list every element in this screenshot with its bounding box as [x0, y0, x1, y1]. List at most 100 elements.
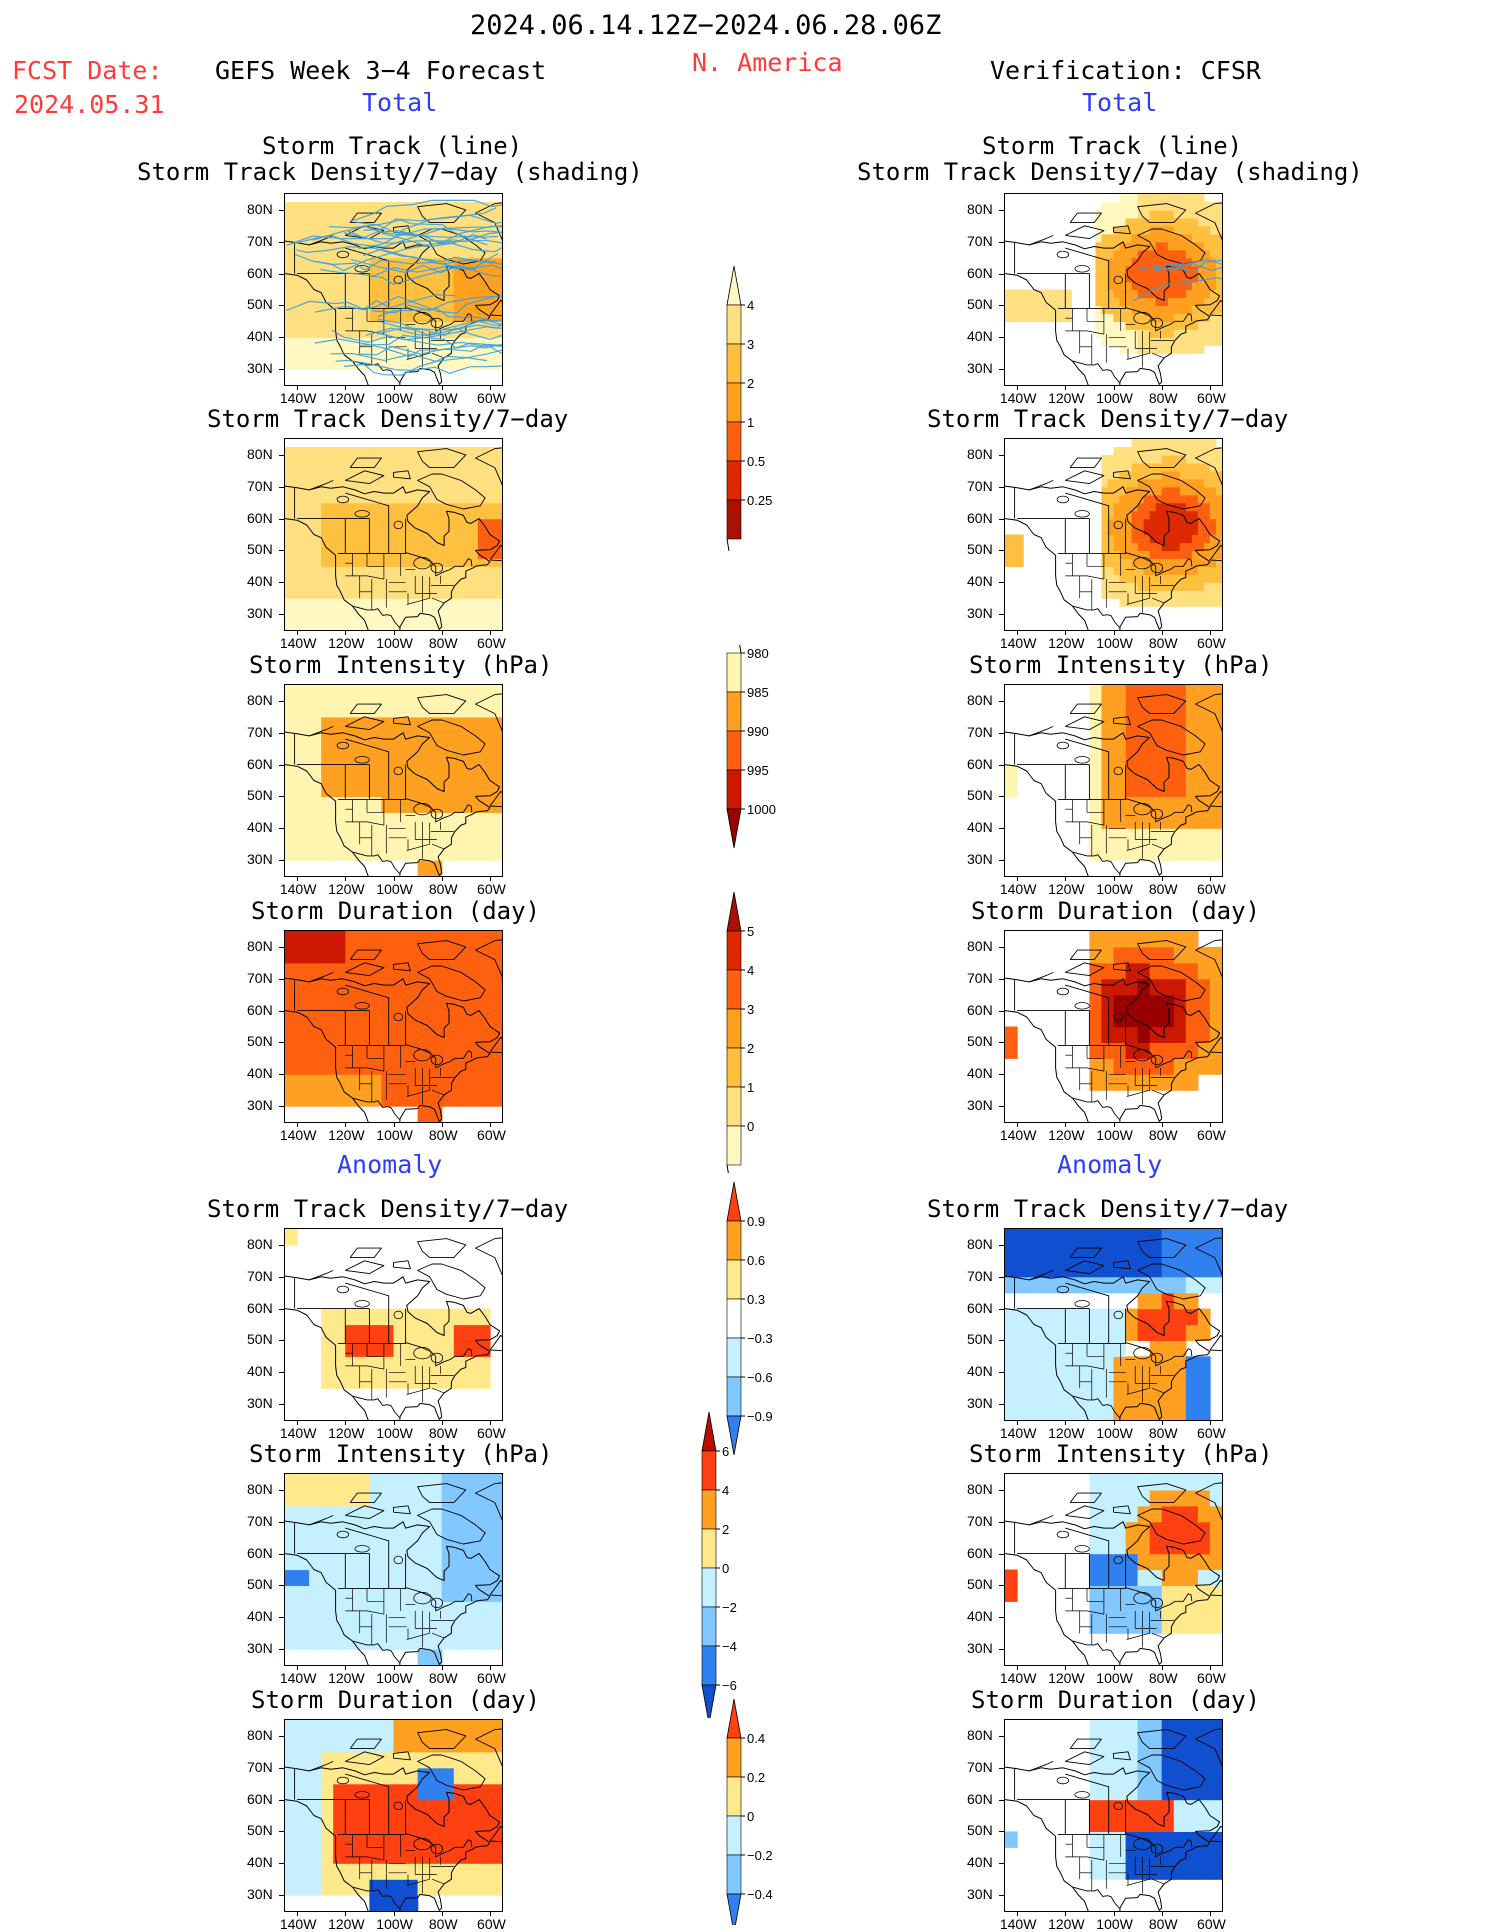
shade-cell — [478, 1474, 491, 1491]
shade-cell — [1174, 979, 1187, 996]
shade-cell — [285, 543, 292, 552]
lon-tick-mark — [345, 876, 346, 881]
shade-cell — [1162, 519, 1169, 528]
shade-cell — [1150, 1800, 1163, 1817]
shade-cell — [394, 1325, 407, 1342]
lon-tick-mark — [297, 630, 298, 635]
shade-cell — [339, 582, 346, 591]
shade-cell — [1144, 258, 1151, 267]
shade-cell — [1101, 781, 1114, 798]
shade-cell — [1186, 1011, 1199, 1028]
shade-cell — [490, 765, 502, 782]
shade-cell — [369, 1490, 382, 1507]
map-right-duration — [1004, 930, 1223, 1123]
shade-cell — [1192, 290, 1199, 299]
shade-cell — [321, 447, 328, 456]
shade-cell — [297, 963, 310, 980]
shade-cell — [466, 290, 473, 299]
lake-outline — [1057, 742, 1069, 749]
map-field-svg — [1005, 1474, 1222, 1665]
shade-cell — [339, 361, 346, 370]
shade-cell — [394, 1058, 407, 1075]
shade-cell — [1186, 527, 1193, 536]
shade-cell — [1126, 1768, 1139, 1785]
shade-cell — [309, 1784, 322, 1801]
shade-cell — [333, 1752, 346, 1769]
map-right-track — [1004, 193, 1223, 386]
shade-cell — [321, 701, 334, 718]
lon-tick-label: 80W — [1149, 1127, 1178, 1143]
shade-cell — [303, 574, 310, 583]
shade-cell — [315, 550, 322, 559]
shade-cell — [285, 566, 292, 575]
shade-cell — [430, 1720, 443, 1737]
shade-cell — [412, 614, 419, 623]
shade-cell — [472, 290, 479, 299]
shade-cell — [1162, 963, 1175, 980]
shade-cell — [478, 535, 485, 544]
period-title: 2024.06.14.12Z−2024.06.28.06Z — [470, 10, 941, 41]
shade-cell — [1017, 1340, 1030, 1357]
shade-cell — [1126, 701, 1139, 718]
shade-cell — [285, 1027, 298, 1044]
shade-cell — [1138, 979, 1151, 996]
shade-cell — [1035, 313, 1042, 322]
shade-cell — [1198, 345, 1205, 354]
shade-cell — [327, 574, 334, 583]
shade-cell — [1114, 1058, 1127, 1075]
shade-cell — [394, 995, 407, 1012]
shade-cell — [285, 495, 292, 504]
shade-cell — [309, 765, 322, 782]
shade-cell — [394, 527, 401, 536]
shade-cell — [1132, 218, 1139, 227]
shade-cell — [406, 1720, 419, 1737]
fcst-date-value: 2024.05.31 — [14, 90, 165, 119]
shade-cell — [381, 1074, 394, 1091]
shade-cell — [333, 1816, 346, 1833]
shade-cell — [466, 1522, 479, 1539]
shade-cell — [388, 582, 395, 591]
shade-cell — [285, 1601, 298, 1618]
shade-cell — [297, 566, 304, 575]
lat-tick-label: 60N — [967, 756, 993, 772]
shade-cell — [327, 337, 334, 346]
shade-cell — [339, 471, 346, 480]
shade-cell — [490, 495, 497, 504]
shade-cell — [466, 210, 473, 219]
shade-cell — [1210, 1863, 1222, 1880]
shade-cell — [394, 717, 407, 734]
shade-cell — [1101, 844, 1114, 861]
lat-tick-label: 80N — [247, 1727, 273, 1743]
shade-cell — [442, 1720, 455, 1737]
shade-cell — [490, 282, 497, 291]
lat-tick-label: 70N — [967, 724, 993, 740]
shade-cell — [1192, 471, 1199, 480]
shade-cell — [1023, 305, 1030, 314]
shade-cell — [394, 503, 401, 512]
shade-cell — [1156, 590, 1163, 599]
shade-cell — [285, 503, 292, 512]
shade-cell — [297, 995, 310, 1012]
shade-cell — [1114, 574, 1121, 583]
shade-cell — [291, 298, 298, 307]
shade-cell — [1180, 598, 1187, 607]
lon-tick-label: 80W — [429, 1127, 458, 1143]
lon-tick-label: 60W — [1197, 635, 1226, 651]
shade-cell — [1138, 733, 1151, 750]
shade-cell — [315, 345, 322, 354]
shade-cell — [394, 447, 401, 456]
shade-cell — [1210, 471, 1217, 480]
shade-cell — [442, 519, 449, 528]
shade-cell — [381, 1601, 394, 1618]
shade-cell — [394, 210, 401, 219]
shade-cell — [1174, 527, 1181, 536]
shade-cell — [400, 447, 407, 456]
shade-cell — [1101, 242, 1108, 251]
shade-cell — [309, 282, 316, 291]
shade-cell — [1186, 1768, 1199, 1785]
shade-cell — [309, 1538, 322, 1555]
shade-cell — [442, 1601, 455, 1618]
shade-cell — [315, 606, 322, 615]
shade-cell — [333, 1538, 346, 1555]
shade-cell — [1162, 701, 1175, 718]
